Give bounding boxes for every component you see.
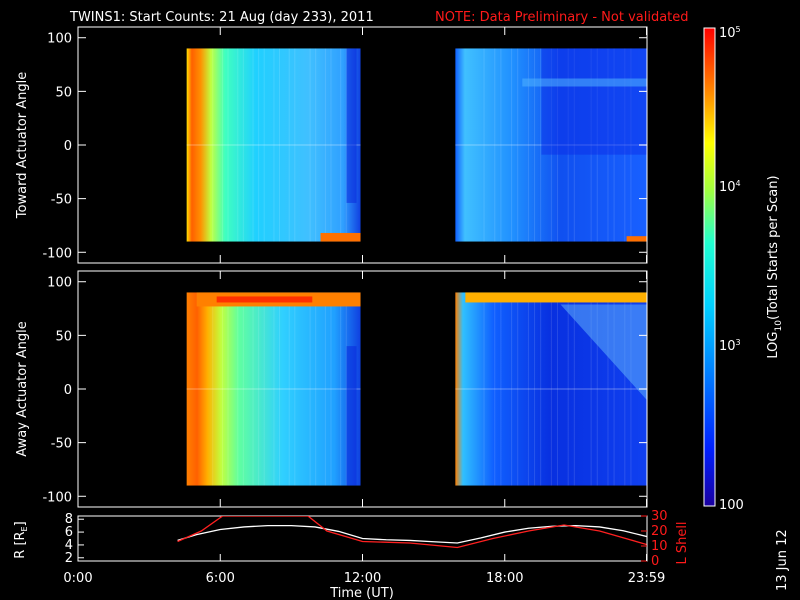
preliminary-note: NOTE: Data Preliminary - Not validated — [435, 10, 689, 25]
y-tick-label: -100 — [42, 490, 72, 505]
colorbar: 105 104 103 100 LOG10(Total Starts per S… — [703, 25, 784, 513]
figure-title: TWINS1: Start Counts: 21 Aug (day 233), … — [69, 10, 374, 25]
orbit-r-axis-label: R [RE] — [13, 521, 29, 558]
orbit-lshell-axis-label: L Shell — [675, 521, 690, 564]
toward-axis-label: Toward Actuator Angle — [15, 72, 30, 219]
orbit-r-tick-label: 2 — [65, 551, 73, 566]
orbit-r-line — [177, 524, 647, 544]
orbit-r-tick-label: 4 — [65, 538, 73, 553]
heatmap-block — [186, 292, 361, 486]
time-tick-label: 12:00 — [344, 571, 381, 586]
colorbar-tick-1e4: 104 — [719, 179, 741, 195]
time-tick-label: 18:00 — [486, 571, 523, 586]
y-tick-label: 50 — [55, 85, 72, 100]
heatmap-block — [455, 292, 647, 486]
y-tick-label: 100 — [47, 32, 72, 47]
y-tick-label: 0 — [64, 139, 72, 154]
orbit-r-tick-label: 6 — [65, 525, 73, 540]
colorbar-tick-1e5: 105 — [719, 25, 741, 41]
orbit-lshell-tick-label: 0 — [651, 554, 659, 569]
time-axis-label: Time (UT) — [329, 586, 394, 600]
y-tick-label: -50 — [51, 193, 72, 208]
colorbar-tick-1e3: 103 — [719, 338, 741, 354]
y-tick-label: 0 — [64, 383, 72, 398]
toward-panel: 100 50 0 -50 -100 Toward Actuator Angle — [15, 26, 648, 264]
y-tick-label: -100 — [42, 246, 72, 261]
time-tick-label: 6:00 — [206, 571, 235, 586]
y-tick-label: -50 — [51, 437, 72, 452]
orbit-lshell-tick-label: 10 — [651, 539, 668, 554]
colorbar-tick-100: 100 — [719, 498, 744, 513]
y-tick-label: 100 — [47, 276, 72, 291]
away-axis-label: Away Actuator Angle — [15, 321, 30, 456]
orbit-lshell-line — [177, 516, 647, 549]
heatmap-block — [186, 48, 361, 242]
away-panel: 100 50 0 -50 -100 Away Actuator Angle — [15, 270, 648, 508]
plot-date-label: 13 Jun 12 — [775, 529, 790, 591]
orbit-r-tick-label: 8 — [65, 512, 73, 527]
colorbar-label: LOG10(Total Starts per Scan) — [766, 175, 784, 358]
y-tick-label: 50 — [55, 329, 72, 344]
colorbar-gradient — [704, 28, 715, 506]
time-tick-label: 0:00 — [63, 571, 92, 586]
time-tick-label: 23:59 — [628, 571, 665, 586]
orbit-lshell-tick-label: 30 — [651, 509, 668, 524]
orbit-lshell-tick-label: 20 — [651, 524, 668, 539]
